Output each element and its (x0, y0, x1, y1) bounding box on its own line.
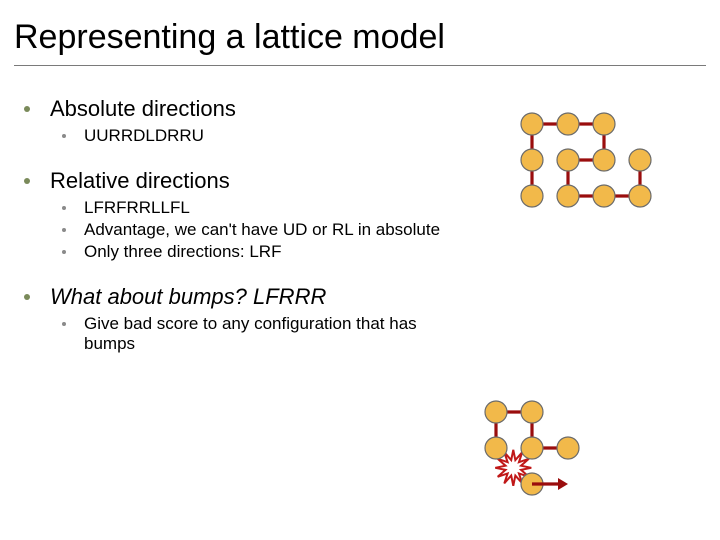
bullet-label: Absolute directions (50, 96, 236, 121)
bullet-icon (62, 228, 66, 232)
bullet-icon (24, 178, 30, 184)
bullet-icon (62, 250, 66, 254)
bullet-bumps: What about bumps? LFRRR (50, 284, 706, 310)
sub-label: LFRFRRLLFL (84, 198, 190, 217)
bullet-label: Relative directions (50, 168, 230, 193)
sub-label: UURRDLDRRU (84, 126, 204, 145)
bullet-icon (62, 206, 66, 210)
slide: Representing a lattice model Absolute di… (0, 0, 720, 540)
title-underline (14, 65, 706, 66)
bullet-icon (62, 322, 66, 326)
bullet-icon (24, 106, 30, 112)
sub-label: Give bad score to any configuration that… (84, 314, 417, 353)
bullet-icon (62, 134, 66, 138)
sub-label: Only three directions: LRF (84, 242, 281, 261)
sub-bullet: Give bad score to any configuration that… (84, 314, 444, 354)
lattice-diagram-2 (482, 398, 652, 520)
sub-label: Advantage, we can't have UD or RL in abs… (84, 220, 440, 239)
lattice-diagram-1 (518, 110, 672, 252)
bullet-label: What about bumps? LFRRR (50, 284, 326, 309)
bullet-icon (24, 294, 30, 300)
sub-list: Give bad score to any configuration that… (84, 314, 706, 354)
slide-title: Representing a lattice model (14, 18, 706, 65)
